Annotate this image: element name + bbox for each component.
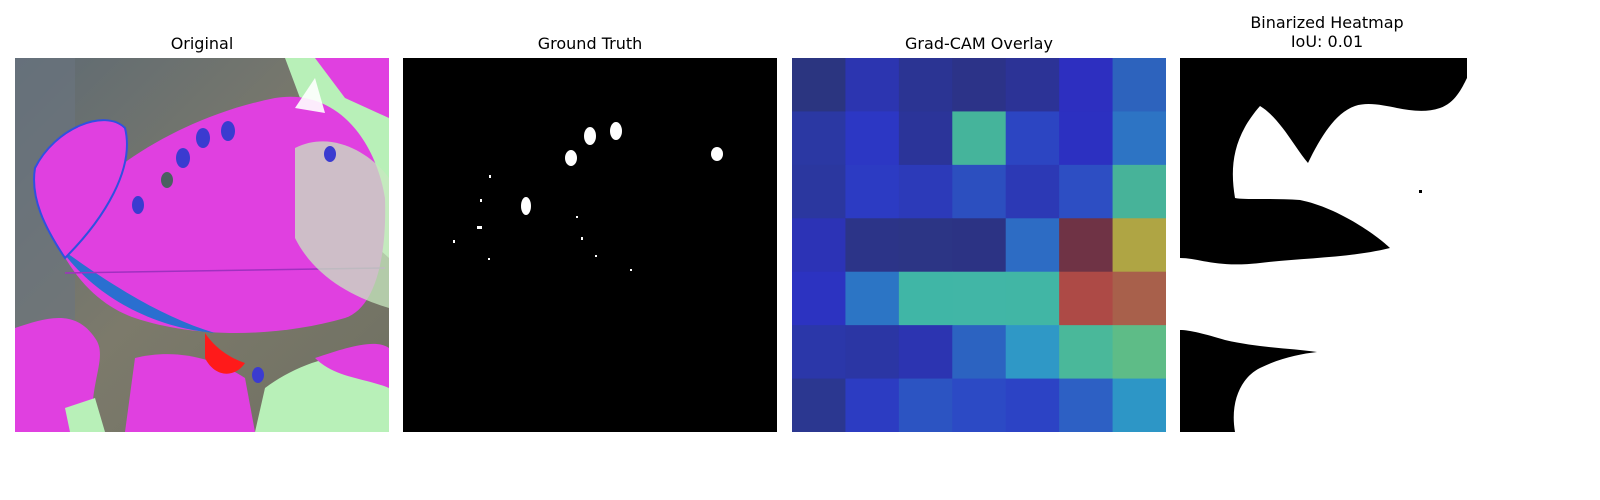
gradcam-cell [1005,164,1060,219]
gradcam-cell [952,378,1007,432]
gradcam-cell [898,271,953,326]
gradcam-cell [952,164,1007,219]
gradcam-cell [845,325,900,380]
gradcam-cell [898,164,953,219]
original-image [15,58,389,432]
gradcam-cell [1005,378,1060,432]
gradcam-cell [1059,58,1114,112]
gradcam-cell [845,218,900,273]
gradcam-cell [792,111,846,166]
gradcam-cell [792,378,846,432]
binarized-title: Binarized Heatmap IoU: 0.01 [1140,13,1514,51]
gradcam-cell [1005,271,1060,326]
binarized-heatmap [1180,58,1467,432]
gradcam-cell [1112,378,1166,432]
gradcam-cell [792,325,846,380]
original-leaf-picture [15,58,389,432]
binarized-heatmap-picture [1180,58,1467,432]
gradcam-cell [898,325,953,380]
gradcam-cell [952,111,1007,166]
gradcam-cell [952,218,1007,273]
ground-truth-title: Ground Truth [537,34,643,53]
ground-truth-mask-picture [403,58,777,432]
gradcam-cell [1005,325,1060,380]
gradcam-cell [1005,111,1060,166]
gradcam-cell [1112,325,1166,380]
gradcam-cell [1059,378,1114,432]
gradcam-title: Grad-CAM Overlay [905,34,1053,53]
gradcam-cell [1112,111,1166,166]
gradcam-cell [792,164,846,219]
gradcam-cell [898,58,953,112]
gradcam-cell [845,378,900,432]
gradcam-cell [1005,218,1060,273]
gradcam-cell [1112,164,1166,219]
gradcam-cell [1005,58,1060,112]
gradcam-cell [1059,111,1114,166]
gradcam-overlay [792,58,1166,432]
gradcam-cell [845,164,900,219]
gradcam-cell [1112,58,1166,112]
gradcam-cell [898,218,953,273]
gradcam-cell [845,111,900,166]
gradcam-cell [952,58,1007,112]
ground-truth-mask [403,58,777,432]
gradcam-cell [1059,164,1114,219]
gradcam-cell [952,325,1007,380]
gradcam-cell [898,111,953,166]
iou-score: IoU: 0.01 [1290,32,1364,51]
gradcam-cell [792,271,846,326]
gradcam-cell [792,218,846,273]
original-title: Original [170,34,234,53]
gradcam-cell [792,58,846,112]
gradcam-cell [1059,271,1114,326]
gradcam-cell [1112,218,1166,273]
gradcam-cell [898,378,953,432]
gradcam-cell [952,271,1007,326]
binarized-title-line: Binarized Heatmap [1250,13,1404,32]
gradcam-cell [845,58,900,112]
gradcam-cell [1059,218,1114,273]
gradcam-heatmap [792,58,1166,432]
gradcam-cell [845,271,900,326]
gradcam-cell [1112,271,1166,326]
gradcam-cell [1059,325,1114,380]
